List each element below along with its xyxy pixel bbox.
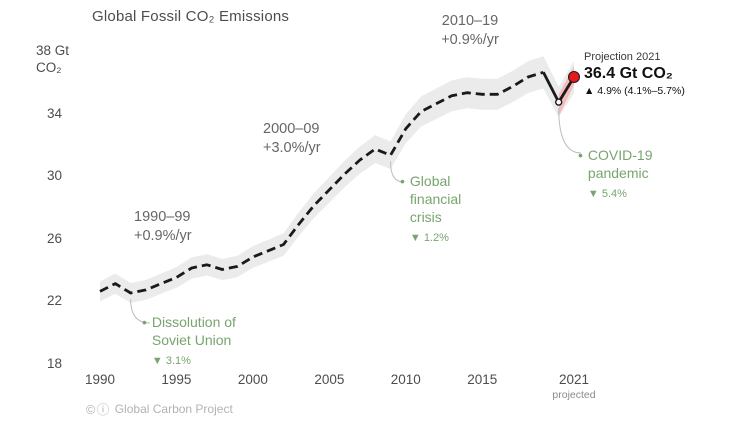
x-axis-projected-label: projected — [552, 389, 596, 401]
event-label: Dissolution of Soviet Union — [151, 314, 236, 348]
projection-value: 36.4 Gt CO₂ — [584, 65, 673, 82]
period-range: 2010–19 — [441, 13, 499, 29]
period-rate: +3.0%/yr — [263, 140, 321, 156]
chart-title: Global Fossil CO₂ Emissions — [92, 8, 290, 25]
x-tick-label: 2005 — [314, 372, 345, 387]
projection-label: Projection 2021 — [584, 51, 661, 63]
attribution: ©ⓘ Global Carbon Project — [86, 399, 233, 418]
event-annotation-soviet-union: • Dissolution of Soviet Union ▼ 3.1% — [142, 313, 262, 370]
y-tick-label: 26 — [46, 230, 62, 246]
event-label: Global financial crisis — [409, 173, 462, 225]
attribution-text: Global Carbon Project — [114, 401, 233, 416]
period-range: 1990–99 — [134, 209, 191, 225]
y-tick-label: 22 — [46, 293, 62, 309]
y-axis-unit-label: 38 Gt CO₂ — [36, 42, 69, 76]
x-tick-label: 1995 — [161, 372, 192, 387]
y-tick-label: 34 — [46, 105, 62, 121]
period-annotation-2010s: 2010–19 +0.9%/yr — [420, 12, 520, 50]
period-annotation-2000s: 2000–09 +3.0%/yr — [263, 120, 321, 158]
event-bullet: • — [142, 314, 147, 330]
y-tick-label: 18 — [46, 356, 62, 371]
x-tick-label: 2021 — [558, 372, 590, 387]
event-change: ▼ 1.2% — [409, 232, 449, 244]
x-tick-label: 2010 — [390, 372, 421, 387]
period-rate: +0.9%/yr — [441, 32, 499, 48]
event-bullet: • — [400, 173, 405, 189]
projection-growth: ▲ 4.9% (4.1%–5.7%) — [584, 85, 685, 97]
cc-license-icons: ©ⓘ — [86, 403, 111, 417]
period-rate: +0.9%/yr — [134, 228, 192, 244]
event-change: ▼ 3.1% — [151, 355, 191, 367]
event-label: COVID-19 pandemic — [587, 147, 653, 181]
period-annotation-1990s: 1990–99 +0.9%/yr — [134, 208, 192, 246]
x-tick-label: 2015 — [467, 372, 498, 387]
period-range: 2000–09 — [263, 121, 320, 137]
event-annotation-financial-crisis: • Global financial crisis ▼ 1.2% — [400, 172, 482, 247]
y-axis-top-tick: 38 Gt — [36, 43, 70, 58]
projection-annotation: Projection 2021 36.4 Gt CO₂ ▲ 4.9% (4.1%… — [584, 51, 685, 97]
event-annotation-covid19: • COVID-19 pandemic ▼ 5.4% — [578, 146, 683, 203]
y-axis-unit: CO₂ — [36, 60, 62, 75]
x-tick-label: 1990 — [84, 372, 116, 387]
event-change: ▼ 5.4% — [587, 188, 627, 200]
y-tick-label: 30 — [46, 168, 62, 184]
x-tick-label: 2000 — [237, 372, 268, 387]
event-bullet: • — [578, 147, 583, 163]
